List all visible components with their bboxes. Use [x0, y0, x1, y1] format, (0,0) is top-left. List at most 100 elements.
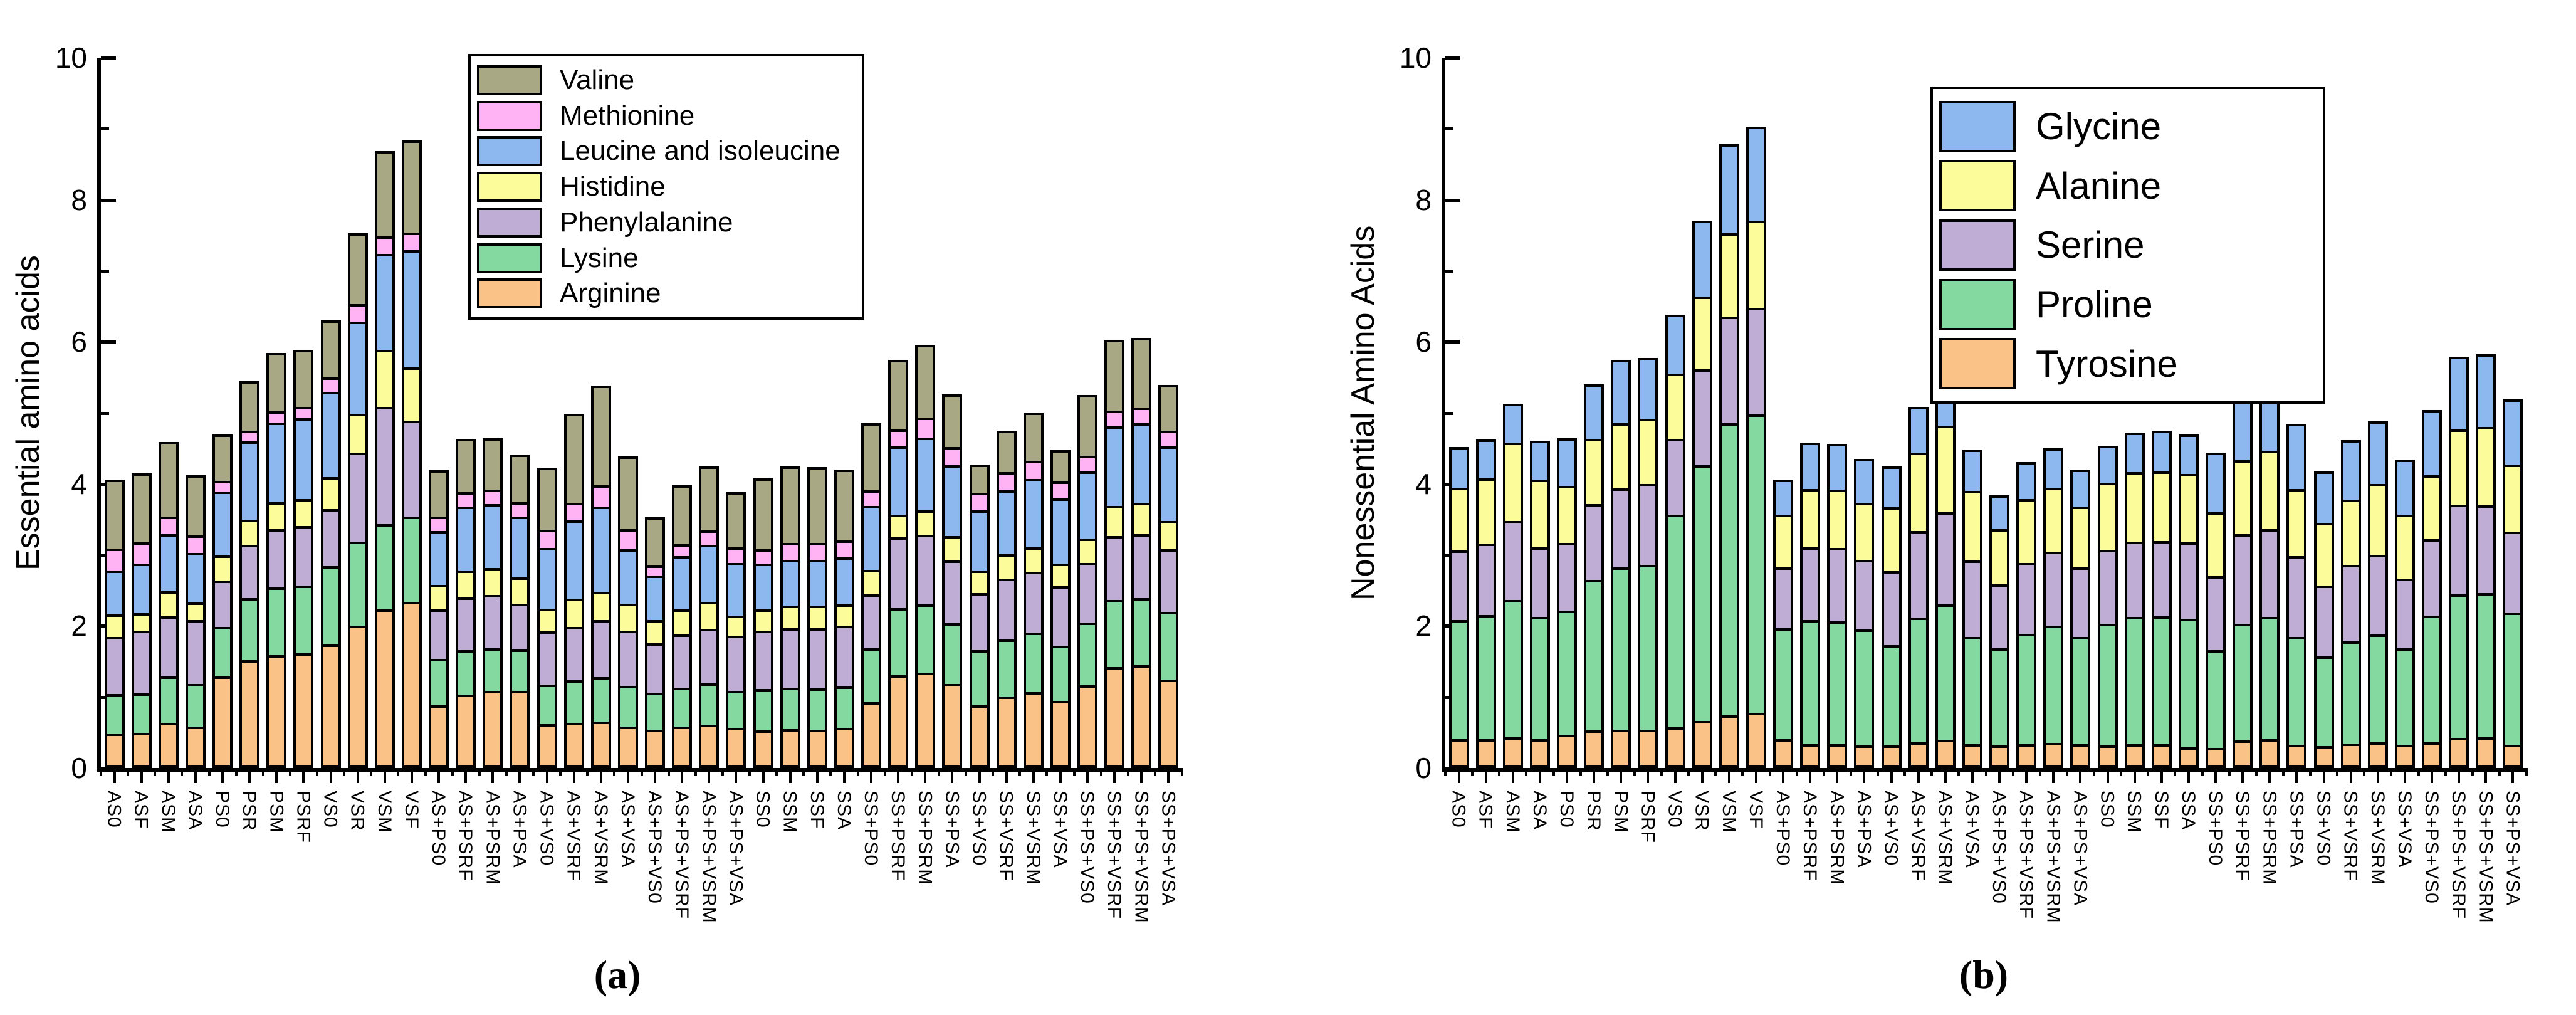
x-major-tick	[140, 768, 143, 783]
bar-segment	[1773, 628, 1794, 742]
bar-segment	[2449, 429, 2469, 507]
bar-segment	[131, 564, 152, 616]
bar-segment	[1692, 221, 1712, 299]
x-minor-tick	[2174, 768, 2177, 776]
bar-segment	[1908, 618, 1929, 745]
bar-segment	[1023, 572, 1044, 635]
x-major-tick	[1998, 768, 2001, 783]
x-category-label: VSR	[1691, 791, 1712, 831]
bar-segment	[753, 689, 773, 733]
x-minor-tick	[640, 768, 643, 776]
x-major-tick	[1890, 768, 1893, 783]
stacked-bar	[888, 360, 909, 768]
bar-segment	[2286, 745, 2307, 768]
x-minor-tick	[992, 768, 995, 776]
x-category-label: PSM	[1610, 791, 1631, 834]
x-minor-tick	[1930, 768, 1934, 776]
bar-segment	[996, 579, 1017, 642]
bar-segment	[996, 431, 1017, 475]
legend-label: Tyrosine	[2036, 342, 2178, 385]
x-major-tick	[2079, 768, 2082, 783]
x-major-tick	[2160, 768, 2163, 783]
bar-segment	[1023, 633, 1044, 695]
bar-segment	[861, 570, 882, 597]
bar-segment	[483, 595, 503, 651]
bar-segment	[1746, 414, 1766, 715]
x-minor-tick	[505, 768, 508, 776]
x-minor-tick	[154, 768, 157, 776]
bar-segment	[185, 620, 206, 686]
bar-segment	[2151, 616, 2172, 747]
bar-segment	[2259, 451, 2280, 532]
bar-segment	[104, 549, 125, 573]
bar-segment	[1077, 623, 1098, 688]
bar-segment	[158, 442, 179, 519]
x-major-tick	[762, 768, 765, 783]
legend-item: Methionine	[477, 100, 856, 132]
x-category-label: ASF	[130, 791, 152, 829]
x-major-tick	[1032, 768, 1035, 783]
x-major-tick	[2187, 768, 2190, 783]
stacked-bar	[2476, 354, 2496, 768]
stacked-bar	[2367, 421, 2388, 768]
bar-segment	[2206, 512, 2226, 579]
stacked-bar	[1827, 444, 1848, 768]
bar-segment	[1104, 600, 1125, 670]
legend-swatch-icon	[477, 243, 542, 273]
bar-segment	[590, 592, 611, 623]
bar-segment	[2503, 613, 2523, 747]
bar-segment	[2124, 617, 2145, 747]
bar-segment	[1800, 744, 1821, 768]
bar-segment	[320, 320, 341, 380]
bar-segment	[753, 609, 773, 633]
stacked-bar	[212, 434, 233, 768]
stacked-bar	[1529, 441, 1550, 768]
stacked-bar	[2016, 462, 2037, 768]
bar-segment	[1050, 498, 1071, 566]
x-major-tick	[1167, 768, 1170, 783]
bar-segment	[834, 686, 854, 730]
bar-segment	[1719, 233, 1739, 319]
bar-segment	[2367, 555, 2388, 637]
legend-swatch-icon	[477, 136, 542, 167]
bar-segment	[590, 507, 611, 594]
bar-segment	[510, 604, 530, 652]
bar-segment	[1962, 744, 1982, 768]
legend-item: Valine	[477, 65, 856, 96]
bar-segment	[1584, 384, 1605, 441]
bar-segment	[2043, 626, 2064, 745]
bar-segment	[834, 540, 854, 560]
legend-label: Glycine	[2036, 105, 2162, 148]
x-category-label: AS+PS+VSRM	[2043, 791, 2064, 923]
bar-segment	[2422, 410, 2442, 478]
stacked-bar	[1962, 450, 1982, 768]
bar-segment	[456, 571, 476, 600]
bar-segment	[888, 675, 909, 768]
x-minor-tick	[2281, 768, 2285, 776]
x-category-label: AS+PS+VSRM	[698, 791, 720, 923]
x-minor-tick	[1018, 768, 1022, 776]
bar-segment	[2367, 484, 2388, 557]
bar-segment	[266, 502, 287, 532]
x-category-label: AS+PS+VSA	[725, 791, 746, 907]
bar-segment	[483, 438, 503, 492]
bar-segment	[780, 543, 800, 562]
legend-swatch-icon	[477, 278, 542, 309]
bar-segment	[1746, 221, 1766, 310]
legend-swatch-icon	[477, 100, 542, 131]
bar-segment	[726, 636, 746, 693]
bar-segment	[1448, 550, 1469, 623]
bar-segment	[645, 517, 666, 568]
stacked-bar	[510, 455, 530, 768]
bar-segment	[1158, 521, 1179, 552]
legend-label: Histidine	[560, 171, 666, 202]
bar-segment	[2503, 399, 2523, 467]
bar-segment	[861, 648, 882, 705]
bar-segment	[2016, 634, 2037, 747]
bar-segment	[537, 724, 557, 768]
y-minor-tick	[1445, 269, 1453, 273]
x-major-tick	[1005, 768, 1008, 783]
x-category-label: SSA	[2177, 791, 2199, 831]
bar-segment	[1448, 447, 1469, 490]
x-category-label: PS0	[212, 791, 233, 828]
